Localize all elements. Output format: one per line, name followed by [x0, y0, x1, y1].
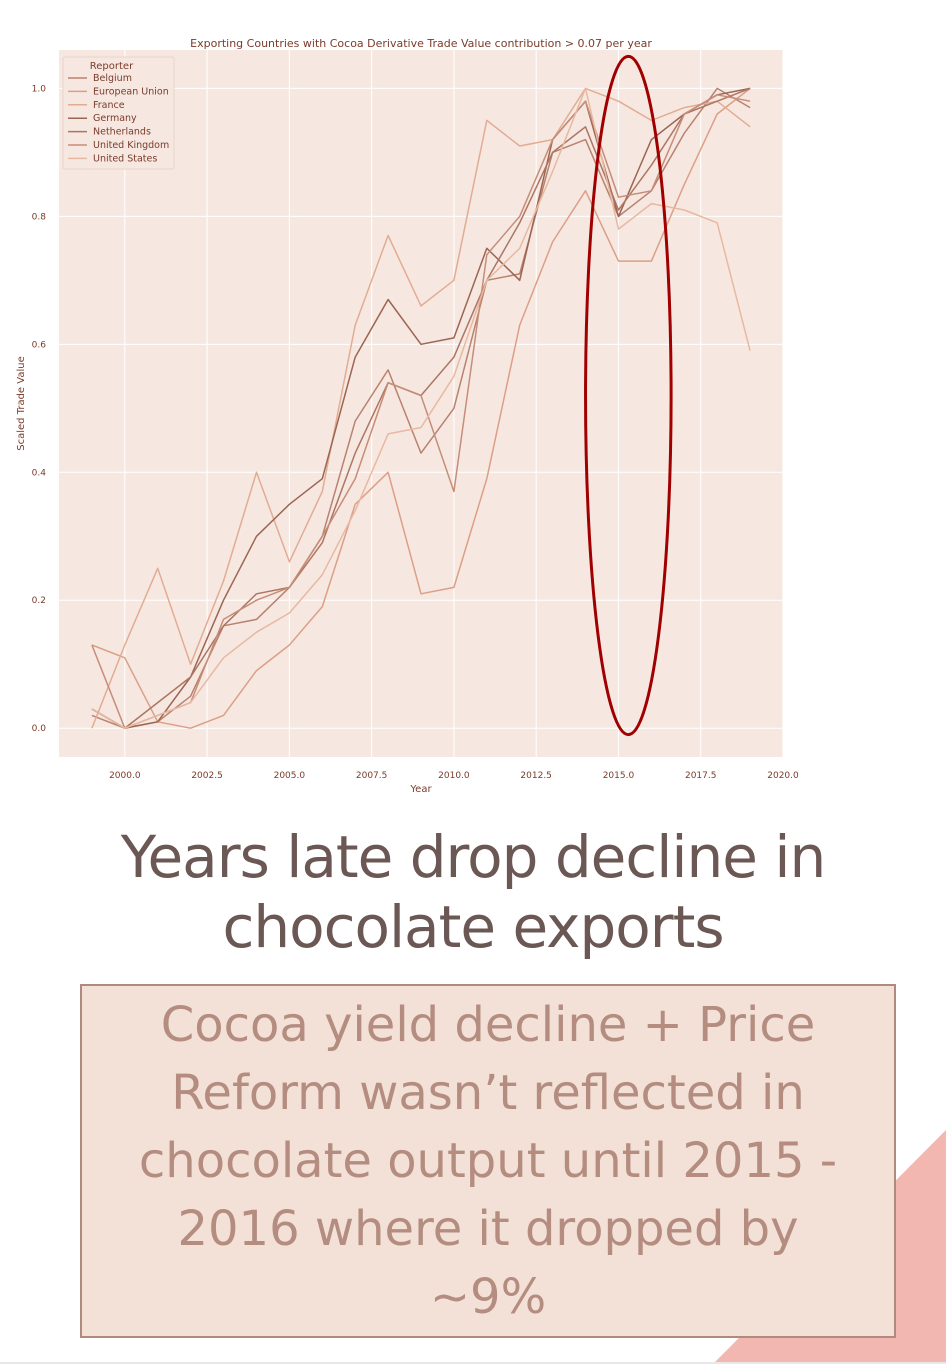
legend-box [62, 56, 175, 170]
legend-entry: Netherlands [93, 127, 151, 138]
x-tick-label: 2017.5 [685, 771, 717, 781]
x-tick-label: 2002.5 [191, 771, 223, 781]
grid [59, 50, 784, 757]
y-tick-label: 0.4 [32, 468, 47, 478]
x-tick-label: 2015.0 [603, 771, 635, 781]
x-tick-label: 2005.0 [274, 771, 306, 781]
series-line-france [91, 87, 751, 729]
bottom-divider [0, 1362, 946, 1364]
legend-entry: France [93, 100, 125, 111]
callout-box: Cocoa yield decline + Price Reform wasn’… [80, 984, 896, 1338]
y-axis-label: Scaled Trade Value [16, 356, 27, 450]
series-line-european-union [91, 87, 751, 729]
x-tick-label: 2010.0 [438, 771, 470, 781]
plot-area [59, 50, 783, 757]
headline: Years late drop decline in chocolate exp… [120, 823, 826, 961]
series-line-united-states [91, 87, 751, 729]
series-line-belgium [91, 87, 751, 729]
legend-entry: United Kingdom [93, 140, 169, 151]
chart-title: Exporting Countries with Cocoa Derivativ… [190, 37, 652, 50]
legend-entry: European Union [93, 86, 169, 97]
x-axis-label: Year [409, 784, 432, 795]
y-tick-label: 1.0 [32, 84, 47, 94]
x-tick-label: 2020.0 [767, 771, 799, 781]
x-tick-labels: 2000.0 2002.5 2005.0 2007.5 2010.0 2012.5 2015… [109, 771, 799, 781]
y-tick-label: 0.6 [32, 340, 47, 350]
x-tick-label: 2007.5 [356, 771, 388, 781]
y-tick-label: 0.2 [32, 596, 46, 606]
series-line-united-kingdom [91, 94, 751, 729]
series-lines [91, 87, 751, 729]
legend-entry: Belgium [93, 73, 132, 84]
legend-entry: Germany [93, 113, 137, 124]
y-tick-label: 0.8 [32, 212, 47, 222]
legend-title: Reporter [90, 61, 134, 72]
callout-text: Cocoa yield decline + Price Reform wasn’… [138, 997, 838, 1325]
series-line-germany [91, 87, 751, 729]
x-tick-label: 2000.0 [109, 771, 141, 781]
legend-entry: United States [93, 153, 157, 164]
highlight-ellipse [584, 54, 673, 737]
y-tick-labels: 0.0 0.2 0.4 0.6 0.8 1.0 [32, 84, 47, 734]
y-tick-label: 0.0 [32, 724, 47, 734]
x-tick-label: 2012.5 [520, 771, 552, 781]
